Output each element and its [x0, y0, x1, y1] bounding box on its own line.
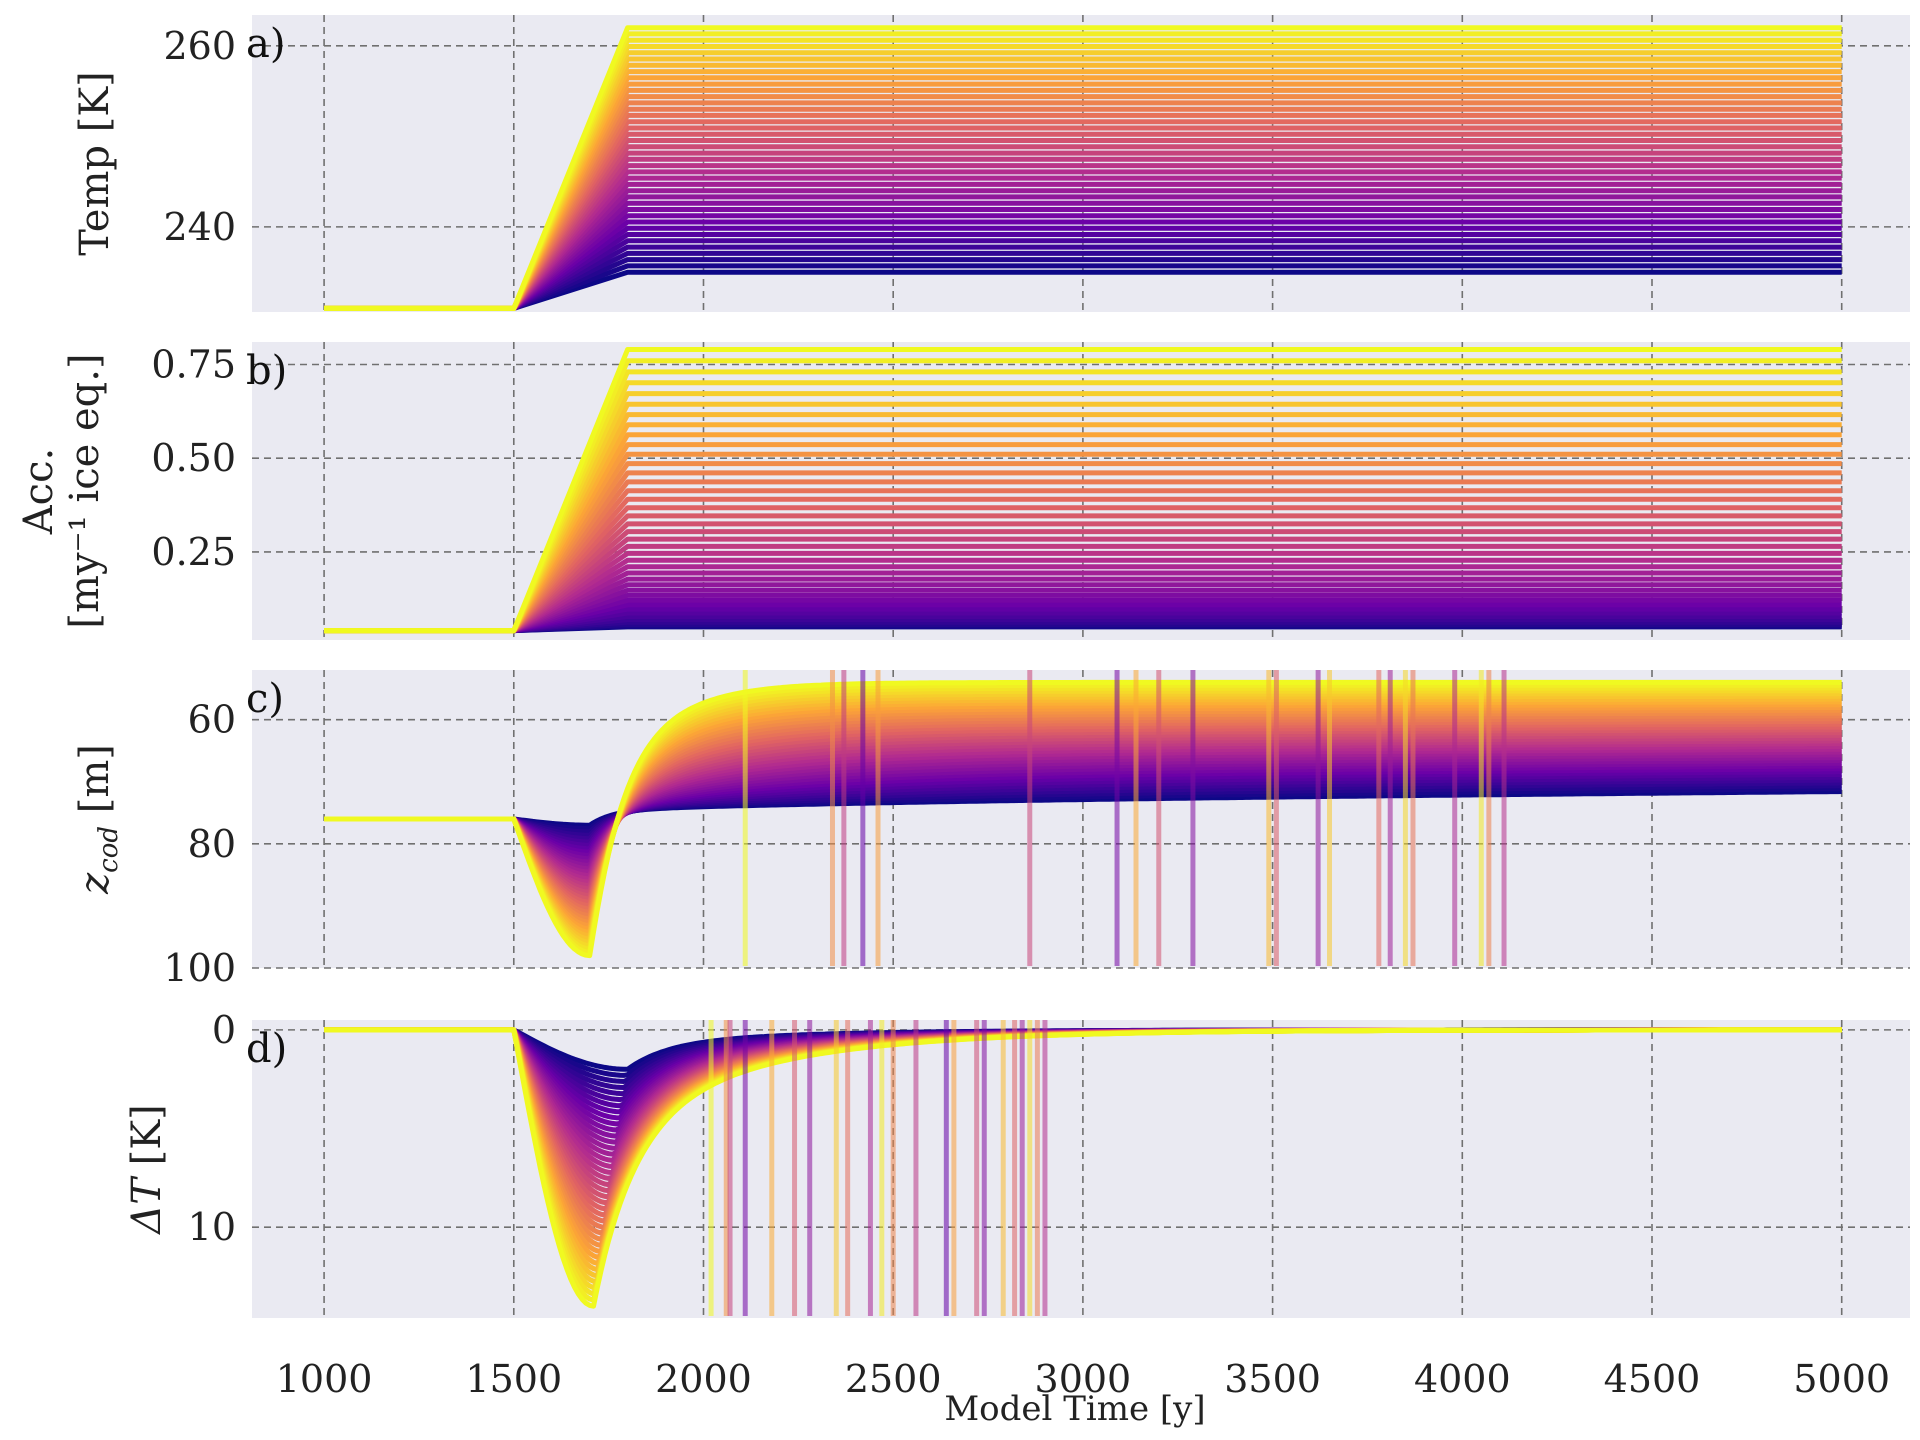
- y-tick-label: 240: [163, 205, 236, 249]
- panel-b-ylabel-line1: Acc.: [16, 448, 62, 535]
- x-tick-label: 3000: [1035, 1357, 1132, 1401]
- panel-a-label: a): [246, 21, 285, 67]
- x-tick-label: 4000: [1414, 1357, 1511, 1401]
- y-tick-label: 80: [188, 822, 236, 866]
- series-line: [324, 744, 1842, 882]
- panel-c-label: c): [246, 676, 284, 722]
- series-line: [324, 718, 1842, 912]
- series-line: [324, 699, 1842, 935]
- y-tick-label: 10: [188, 1205, 236, 1249]
- panel-d-ylabel-unit: [K]: [124, 1104, 170, 1178]
- panel-d-delta-temperature: 0 10 d) ΔT [K]: [124, 1008, 1910, 1318]
- panel-c-lines: [324, 670, 1842, 966]
- panel-c-ylabel: zcod [m]: [72, 744, 124, 895]
- panel-c-close-off-depth: 60 80 100 c) zcod [m]: [72, 670, 1910, 990]
- y-tick-label: 60: [188, 698, 236, 742]
- panel-c-ylabel-sub: cod: [94, 826, 124, 873]
- series-line: [324, 688, 1842, 949]
- y-tick-label: 0.75: [151, 342, 236, 386]
- panel-a-ylabel: Temp [K]: [72, 71, 118, 256]
- y-tick-label: 0.25: [151, 530, 236, 574]
- series-line: [324, 732, 1842, 895]
- x-tick-label: 2000: [655, 1357, 752, 1401]
- series-line: [324, 707, 1842, 925]
- x-axis-ticks: 1000 1500 2000 2500 3000 3500 4000 4500 5000: [276, 1357, 1890, 1401]
- series-line: [324, 721, 1842, 908]
- panel-a-temperature: 240 260 a) Temp [K]: [72, 15, 1910, 312]
- panel-a-lines: [324, 25, 1842, 311]
- series-line: [324, 755, 1842, 868]
- panel-d-background: [252, 1020, 1910, 1318]
- series-line: [324, 735, 1842, 892]
- series-line: [324, 760, 1842, 862]
- x-tick-label: 2500: [845, 1357, 942, 1401]
- panel-c-ylabel-unit: [m]: [72, 744, 118, 826]
- x-tick-label: 1500: [465, 1357, 562, 1401]
- series-line: [324, 738, 1842, 888]
- panel-a-y-ticks: 240 260: [163, 24, 236, 249]
- panel-c-ylabel-var: z: [72, 872, 118, 895]
- x-axis-label: Model Time [y]: [944, 1389, 1205, 1429]
- series-line: [324, 347, 1842, 634]
- panel-d-label: d): [246, 1026, 287, 1072]
- x-tick-label: 3500: [1224, 1357, 1321, 1401]
- x-tick-label: 4500: [1604, 1357, 1701, 1401]
- y-tick-label: 0.50: [151, 436, 236, 480]
- y-tick-label: 100: [163, 946, 236, 990]
- series-line: [324, 746, 1842, 878]
- panel-b-label: b): [246, 348, 287, 394]
- series-line: [324, 730, 1842, 898]
- series-line: [324, 25, 1842, 311]
- y-tick-label: 260: [163, 24, 236, 68]
- series-line: [324, 685, 1842, 952]
- panel-d-lines: [324, 1020, 1842, 1316]
- series-line: [324, 693, 1842, 942]
- series-line: [324, 682, 1842, 955]
- series-line: [324, 749, 1842, 875]
- x-tick-label: 5000: [1793, 1357, 1890, 1401]
- panel-d-ylabel: ΔT [K]: [124, 1104, 170, 1235]
- series-line: [324, 757, 1842, 865]
- panel-b-ylabel-line2: [my⁻¹ ice eq.]: [62, 353, 108, 628]
- series-line: [324, 763, 1842, 858]
- panel-b-accumulation: 0.25 0.50 0.75 b) Acc. [my⁻¹ ice eq.]: [16, 342, 1910, 640]
- series-line: [324, 724, 1842, 905]
- series-line: [324, 696, 1842, 938]
- series-line: [324, 716, 1842, 915]
- x-tick-label: 1000: [276, 1357, 373, 1401]
- series-line: [324, 679, 1842, 959]
- series-line: [324, 705, 1842, 928]
- series-line: [324, 741, 1842, 885]
- panel-d-y-ticks: 0 10: [188, 1008, 236, 1249]
- panel-d-ylabel-var: ΔT: [124, 1175, 170, 1236]
- series-line: [324, 713, 1842, 918]
- panel-b-y-ticks: 0.25 0.50 0.75: [151, 342, 236, 573]
- panel-c-y-ticks: 60 80 100: [163, 698, 236, 990]
- panel-b-lines: [324, 347, 1842, 634]
- series-line: [324, 702, 1842, 932]
- y-tick-label: 0: [212, 1008, 236, 1052]
- series-line: [324, 727, 1842, 902]
- series-line: [324, 752, 1842, 872]
- series-line: [324, 691, 1842, 945]
- series-line: [324, 710, 1842, 922]
